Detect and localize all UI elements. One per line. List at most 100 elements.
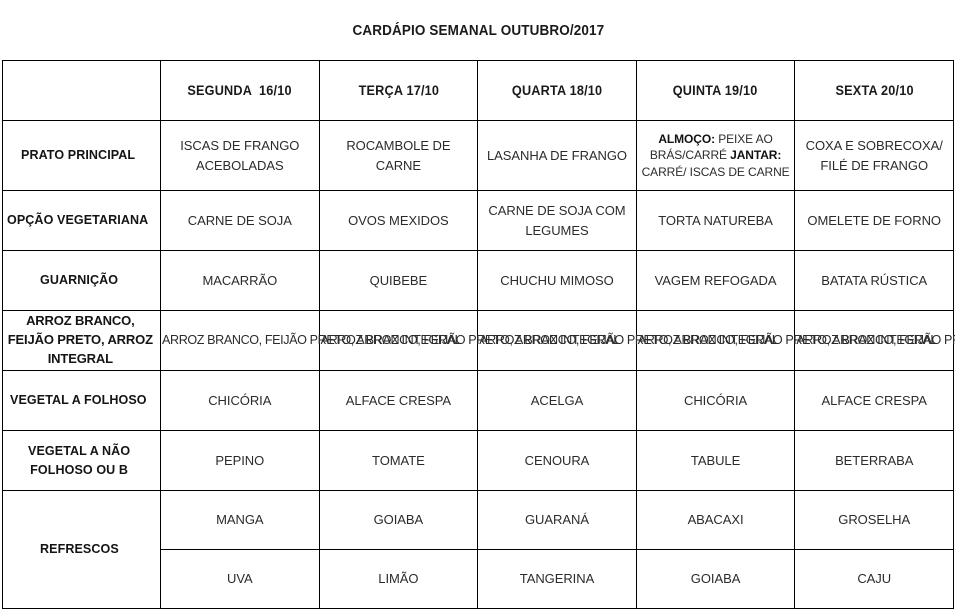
row-label-text: OPÇÃO VEGETARIANA: [7, 212, 149, 228]
menu-cell: VAGEM REFOGADA: [635, 250, 796, 311]
menu-cell: PEPINO: [160, 430, 320, 491]
menu-cell-text: ISCAS DE FRANGO ACEBOLADAS: [180, 138, 300, 173]
row-label-prato-principal: PRATO PRINCIPAL: [2, 120, 161, 191]
menu-cell-text: MACARRÃO: [202, 272, 278, 288]
menu-cell-text: ARROZ BRANCO, FEIJÃO PRETO, ARROZ INTEGR…: [320, 332, 621, 347]
document-title-cell: CARDÁPIO SEMANAL OUTUBRO/2017: [1, 0, 955, 61]
menu-cell: ARROZ BRANCO, FEIJÃO PRETO, ARROZ INTEGR…: [477, 310, 779, 371]
menu-cell-text: ROCAMBOLE DE CARNE: [346, 138, 451, 173]
row-label-refrescos: REFRESCOS: [2, 490, 161, 609]
menu-cell: ARROZ BRANCO, FEIJÃO PRETO, ARROZ INTEGR…: [160, 310, 462, 371]
table-row-prato-principal: PRATO PRINCIPAL ISCAS DE FRANGO ACEBOLAD…: [2, 120, 955, 191]
day-header-label: TERÇA 17/10: [358, 82, 439, 98]
menu-cell: ABACAXI: [635, 490, 796, 550]
menu-cell-text: CHICÓRIA: [208, 392, 272, 408]
menu-cell: ALFACE CRESPA: [794, 370, 955, 431]
title-row: CARDÁPIO SEMANAL OUTUBRO/2017: [1, 0, 955, 61]
day-header-label: SEXTA 20/10: [835, 82, 914, 98]
menu-cell: MACARRÃO: [160, 250, 320, 311]
menu-cell: BETERRABA: [794, 430, 955, 491]
menu-cell-text: ARROZ BRANCO, FEIJÃO PRETO, ARROZ INTEGR…: [479, 332, 779, 347]
row-label-text: VEGETAL A NÃO FOLHOSO OU B: [27, 442, 130, 477]
menu-cell-text: LASANHA DE FRANGO: [486, 147, 627, 163]
menu-cell-text: TOMATE: [372, 452, 425, 468]
menu-cell-text: ALFACE CRESPA: [821, 392, 927, 408]
menu-cell-text: OVOS MEXIDOS: [348, 212, 449, 228]
menu-cell: ARROZ BRANCO, FEIJÃO PRETO, ARROZ INTEGR…: [794, 310, 955, 371]
menu-cell-text: GOIABA: [690, 571, 741, 587]
day-header-row: SEGUNDA 16/10 TERÇA 17/10 QUARTA 18/10 Q…: [2, 60, 955, 121]
menu-cell-text: ARROZ BRANCO, FEIJÃO PRETO, ARROZ INTEGR…: [796, 332, 955, 347]
menu-cell-text: CHUCHU MIMOSO: [500, 272, 614, 288]
menu-cell-text: QUIBEBE: [369, 272, 428, 288]
menu-cell-text: UVA: [226, 571, 253, 587]
menu-cell: TOMATE: [318, 430, 479, 491]
menu-cell: LASANHA DE FRANGO: [477, 120, 637, 191]
menu-cell: CAJU: [794, 549, 955, 609]
menu-cell-text: VAGEM REFOGADA: [654, 272, 777, 288]
menu-cell: COXA E SOBRECOXA/ FILÉ DE FRANGO: [794, 120, 955, 191]
row-label-text: REFRESCOS: [40, 541, 119, 557]
page-title: CARDÁPIO SEMANAL OUTUBRO/2017: [352, 22, 604, 39]
row-label-text: ARROZ BRANCO, FEIJÃO PRETO, ARROZ INTEGR…: [7, 313, 153, 366]
menu-cell: CARNE DE SOJA: [160, 190, 320, 251]
day-header-label: QUARTA 18/10: [511, 82, 603, 98]
menu-cell: GROSELHA: [794, 490, 955, 550]
menu-cell: GUARANÁ: [477, 490, 637, 550]
day-header-terca: TERÇA 17/10: [318, 60, 479, 121]
menu-cell: OMELETE DE FORNO: [794, 190, 955, 251]
table-row-guarnicao: GUARNIÇÃO MACARRÃO QUIBEBE CHUCHU MIMOSO…: [2, 250, 955, 311]
table-row-refrescos-2: UVA LIMÃO TANGERINA GOIABA CAJU: [3, 549, 955, 609]
menu-cell: CHUCHU MIMOSO: [477, 250, 637, 311]
row-label-guarnicao: GUARNIÇÃO: [2, 250, 161, 311]
menu-cell: ALFACE CRESPA: [318, 370, 479, 431]
menu-cell: ISCAS DE FRANGO ACEBOLADAS: [160, 120, 320, 191]
menu-cell-text: OMELETE DE FORNO: [807, 212, 941, 228]
menu-cell: UVA: [160, 549, 320, 609]
menu-cell-text: BATATA RÚSTICA: [821, 272, 928, 288]
menu-cell: TORTA NATUREBA: [635, 190, 796, 251]
day-header-label: SEGUNDA 16/10: [187, 82, 293, 98]
menu-cell-text: ACELGA: [530, 392, 584, 408]
menu-cell: CENOURA: [477, 430, 637, 491]
menu-cell-text: COXA E SOBRECOXA/ FILÉ DE FRANGO: [805, 138, 943, 173]
menu-cell: CHICÓRIA: [160, 370, 320, 431]
row-label-text: GUARNIÇÃO: [40, 272, 119, 288]
menu-cell: TABULE: [635, 430, 796, 491]
menu-cell-text: ALFACE CRESPA: [345, 392, 452, 408]
row-label-text: PRATO PRINCIPAL: [21, 147, 136, 163]
day-header-label: QUINTA 19/10: [673, 82, 758, 98]
menu-cell-text: TABULE: [690, 452, 741, 468]
menu-cell-text-rich: ALMOÇO: PEIXE AO BRÁS/CARRÉ JANTAR: CARR…: [641, 132, 790, 179]
menu-cell-text: GROSELHA: [838, 512, 911, 528]
table-row-arroz-feijao: ARROZ BRANCO, FEIJÃO PRETO, ARROZ INTEGR…: [2, 310, 955, 371]
menu-cell: GOIABA: [318, 490, 479, 550]
menu-cell-text: MANGA: [216, 512, 264, 528]
menu-cell-text: CAJU: [857, 571, 892, 587]
menu-cell-text: ARROZ BRANCO, FEIJÃO PRETO, ARROZ INTEGR…: [637, 332, 938, 347]
menu-cell: QUIBEBE: [318, 250, 479, 311]
table-row-refrescos-1: REFRESCOS MANGA GOIABA GUARANÁ ABACAXI G…: [2, 490, 955, 609]
day-header-sexta: SEXTA 20/10: [794, 60, 955, 121]
menu-cell-text: TORTA NATUREBA: [658, 212, 773, 228]
menu-cell: ARROZ BRANCO, FEIJÃO PRETO, ARROZ INTEGR…: [318, 310, 621, 371]
menu-cell-text: PEPINO: [215, 452, 265, 468]
day-header-quinta: QUINTA 19/10: [635, 60, 796, 121]
menu-cell: ARROZ BRANCO, FEIJÃO PRETO, ARROZ INTEGR…: [635, 310, 938, 371]
menu-cell-text: LIMÃO: [378, 571, 419, 587]
menu-cell-text: BETERRABA: [835, 452, 914, 468]
menu-cell-text: CENOURA: [524, 452, 590, 468]
menu-cell: ACELGA: [477, 370, 637, 431]
menu-cell-text: ABACAXI: [687, 512, 744, 528]
row-label-text: VEGETAL A FOLHOSO: [9, 392, 147, 408]
table-row-vegetal-folhoso: VEGETAL A FOLHOSO CHICÓRIA ALFACE CRESPA…: [2, 370, 955, 431]
table-row-opcao-vegetariana: OPÇÃO VEGETARIANA CARNE DE SOJA OVOS MEX…: [2, 190, 955, 251]
menu-cell: GOIABA: [635, 549, 796, 609]
row-label-arroz-feijao: ARROZ BRANCO, FEIJÃO PRETO, ARROZ INTEGR…: [2, 310, 161, 371]
row-label-vegetal-nao-folhoso: VEGETAL A NÃO FOLHOSO OU B: [2, 430, 161, 491]
menu-cell: LIMÃO: [318, 549, 479, 609]
day-header-quarta: QUARTA 18/10: [477, 60, 637, 121]
menu-cell-text: CARNE DE SOJA: [187, 212, 292, 228]
